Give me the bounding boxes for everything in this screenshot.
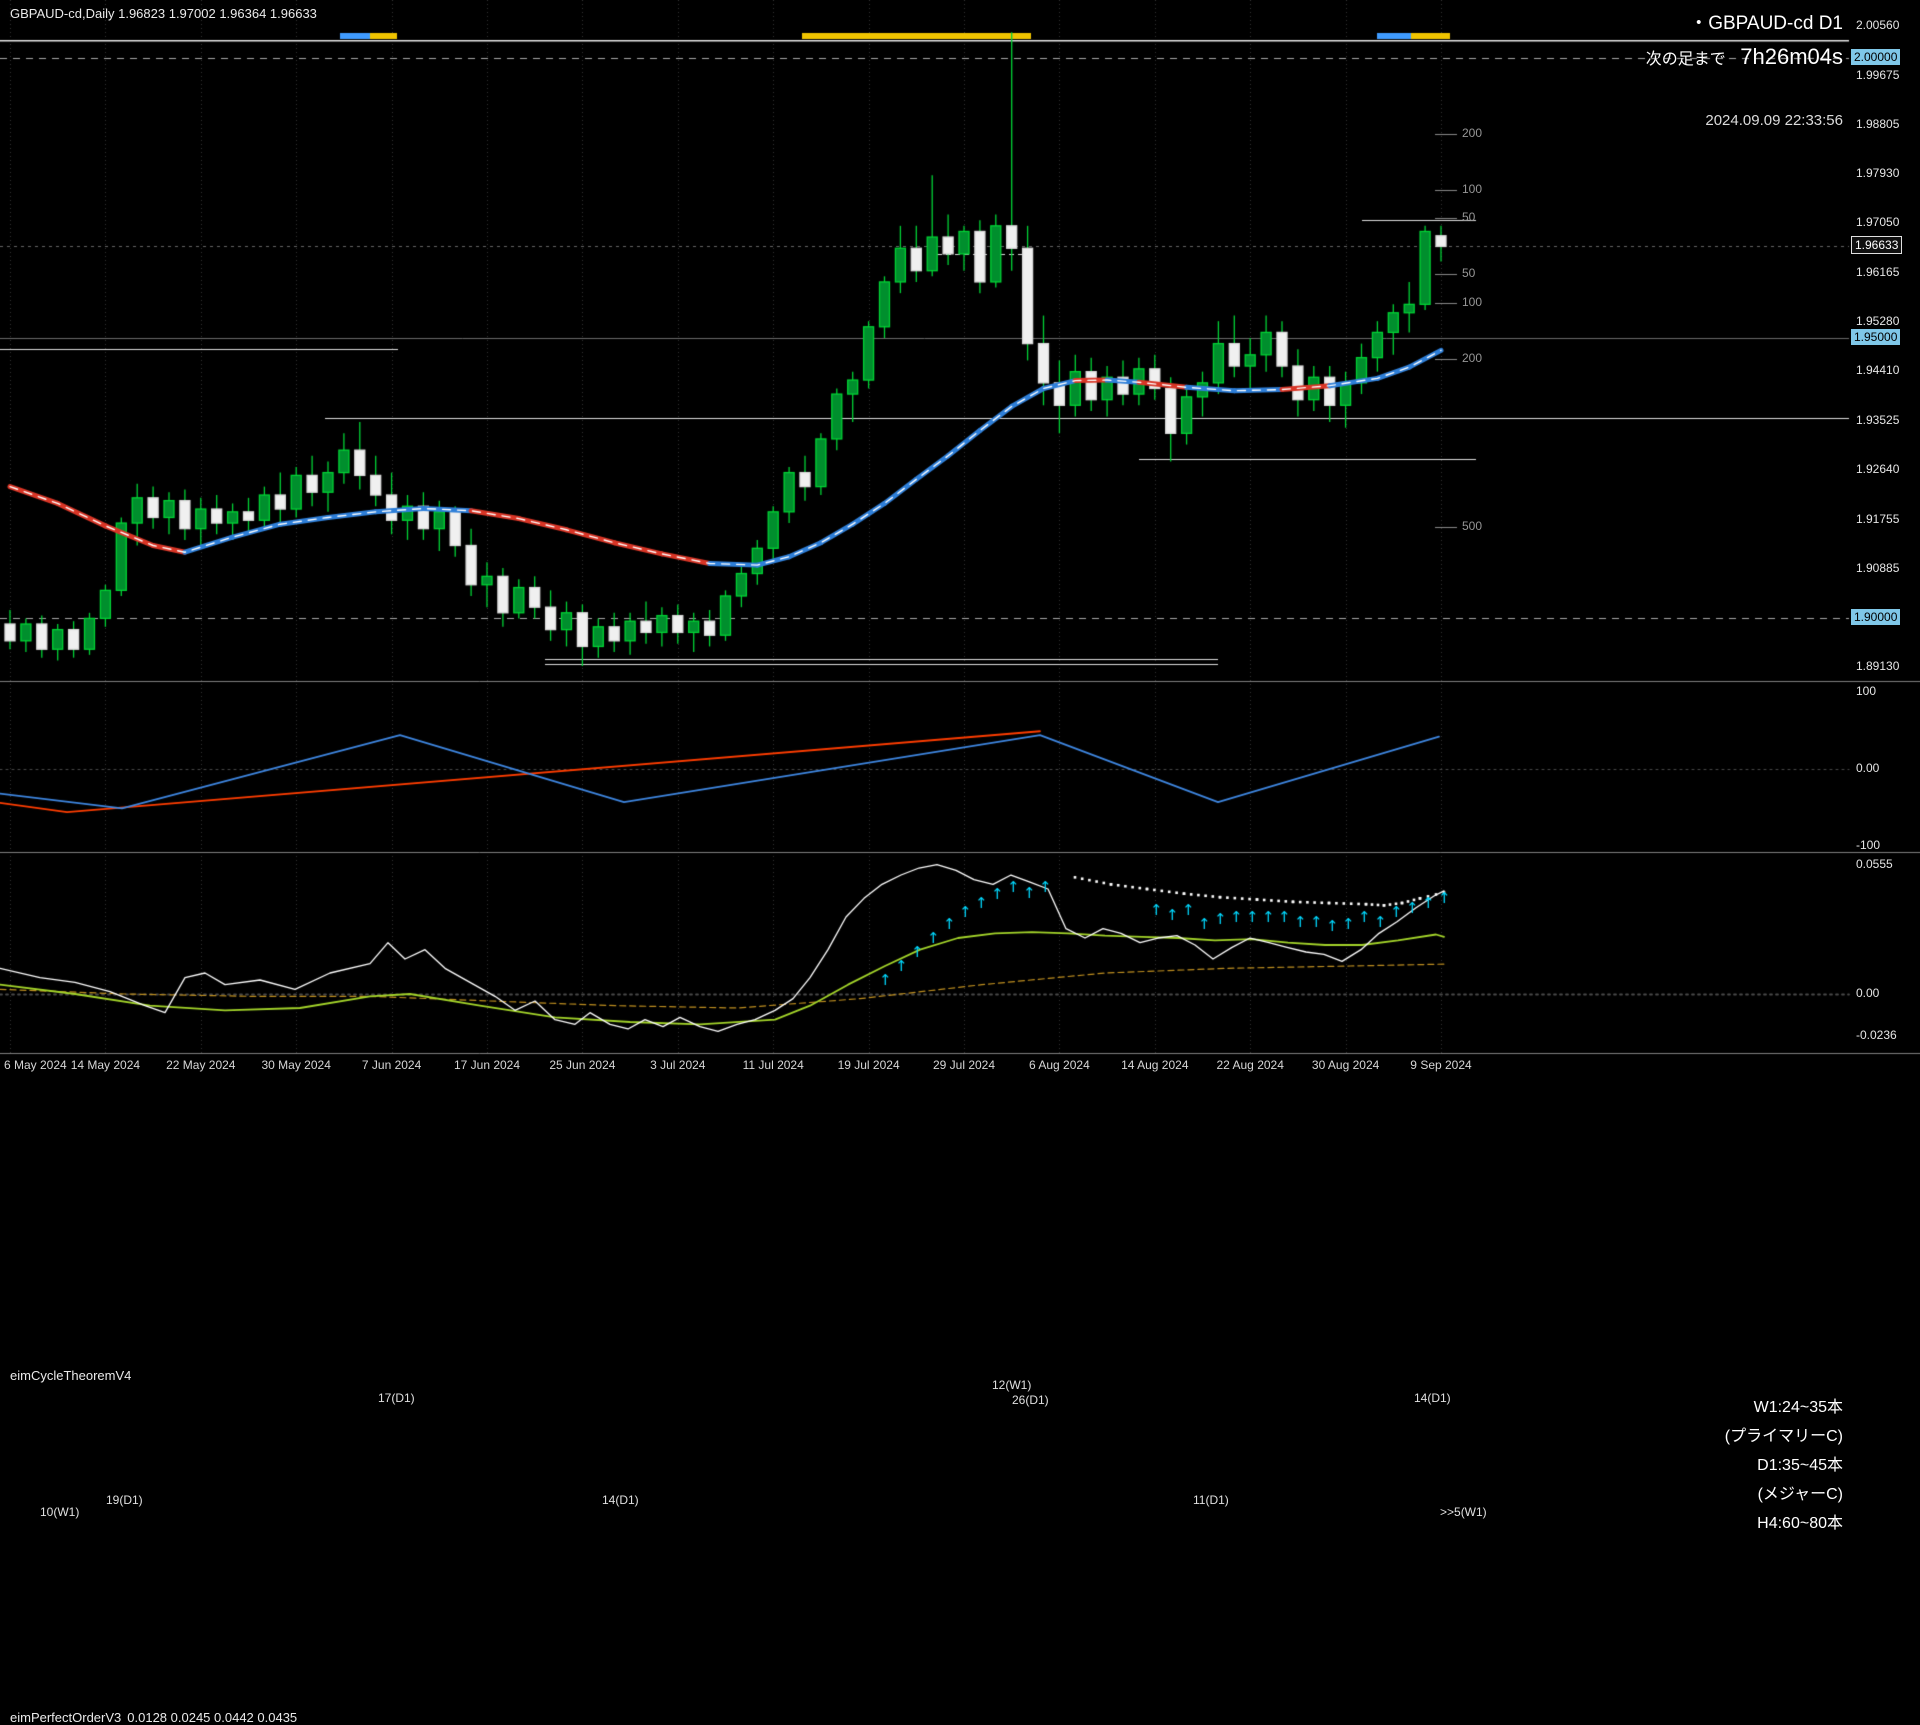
cycle-vertex-label: 26(D1): [1012, 1393, 1049, 1407]
price-tick-label: 1.99675: [1856, 67, 1900, 82]
price-level-label: 1.90000: [1851, 609, 1901, 626]
perfectorder-name: eimPerfectOrderV3: [10, 1710, 122, 1725]
cycle-note-line: W1:24~35本: [1753, 1399, 1843, 1416]
price-tick-label: 1.92640: [1856, 462, 1900, 477]
price-tick-label: 1.95280: [1856, 314, 1900, 329]
cycle-note-line: H4:60~80本: [1757, 1515, 1843, 1532]
cycle-vertex-label: >>5(W1): [1440, 1505, 1487, 1519]
date-label: 6 Aug 2024: [1029, 1058, 1090, 1072]
date-label: 25 Jun 2024: [549, 1058, 616, 1072]
cycle-vertex-label: 10(W1): [40, 1505, 80, 1519]
price-tick-label: 1.97050: [1856, 215, 1900, 230]
cycle-vertex-label: 17(D1): [378, 1391, 415, 1405]
price-tick-label: 1.97930: [1856, 165, 1900, 180]
date-label: 11 Jul 2024: [742, 1058, 804, 1072]
price-tick-label: 1.91755: [1856, 511, 1900, 526]
perfectorder-values: 0.0128 0.0245 0.0442 0.0435: [127, 1710, 298, 1725]
cycle-scale-label: 100: [1856, 684, 1877, 698]
price-tick-label: 1.96165: [1856, 264, 1900, 279]
date-label: 19 Jul 2024: [837, 1058, 900, 1072]
current-price-label: 1.96633: [1851, 236, 1903, 255]
price-axis[interactable]: 2.00560 1.99675 1.98805 1.97930 1.97050 1.961…: [1849, 0, 1920, 1053]
date-label: 30 Aug 2024: [1311, 1058, 1380, 1072]
price-tick-label: 1.98805: [1856, 116, 1900, 131]
date-axis[interactable]: 6 May 2024 14 May 2024 22 May 2024 30 May 2…: [0, 1053, 1849, 1080]
price-tick-label: 1.94410: [1856, 363, 1900, 378]
indicator-title-cycletheorem: eimCycleTheoremV4: [10, 1368, 132, 1383]
cycle-note-line: (プライマリーC): [1724, 1428, 1843, 1445]
po-scale-label: 0.0555: [1856, 856, 1893, 871]
po-scale-label: 0.00: [1856, 986, 1880, 1000]
indicator-title-perfectorder: eimPerfectOrderV3 0.0128 0.0245 0.0442 0.…: [10, 1710, 297, 1725]
price-tick-label: 2.00560: [1856, 18, 1900, 33]
cycle-vertex-label: 14(D1): [1414, 1391, 1451, 1405]
price-level-label: 2.00000: [1851, 48, 1901, 65]
date-label: 3 Jul 2024: [650, 1058, 706, 1072]
chart-canvas[interactable]: [0, 0, 1920, 1080]
price-tick-label: 1.89130: [1856, 659, 1900, 674]
cycle-note-line: D1:35~45本: [1757, 1457, 1843, 1474]
cycle-vertex-label: 19(D1): [106, 1493, 143, 1507]
price-tick-label: 1.90885: [1856, 560, 1900, 575]
date-label: 7 Jun 2024: [361, 1058, 422, 1072]
cycle-scale-label: 0.00: [1856, 761, 1880, 775]
date-label: 30 May 2024: [261, 1058, 331, 1072]
price-level-label: 1.95000: [1851, 329, 1901, 345]
cycle-note-line: (メジャーC): [1757, 1486, 1843, 1503]
date-label: 29 Jul 2024: [932, 1058, 996, 1072]
date-label: 9 Sep 2024: [1410, 1058, 1472, 1072]
price-tick-label: 1.93525: [1856, 412, 1900, 427]
cycle-scale-label: -100: [1856, 838, 1881, 852]
date-label: 6 May 2024: [4, 1058, 67, 1072]
date-label: 22 May 2024: [166, 1058, 236, 1072]
date-label: 17 Jun 2024: [453, 1058, 521, 1072]
date-label: 22 Aug 2024: [1216, 1058, 1284, 1072]
po-scale-label: -0.0236: [1856, 1028, 1897, 1042]
cycle-vertex-label: 11(D1): [1193, 1493, 1229, 1507]
date-label: 14 Aug 2024: [1121, 1058, 1189, 1072]
cycle-vertex-label: 14(D1): [602, 1493, 639, 1507]
cycle-vertex-label: 12(W1): [992, 1378, 1032, 1392]
date-label: 14 May 2024: [70, 1058, 141, 1072]
